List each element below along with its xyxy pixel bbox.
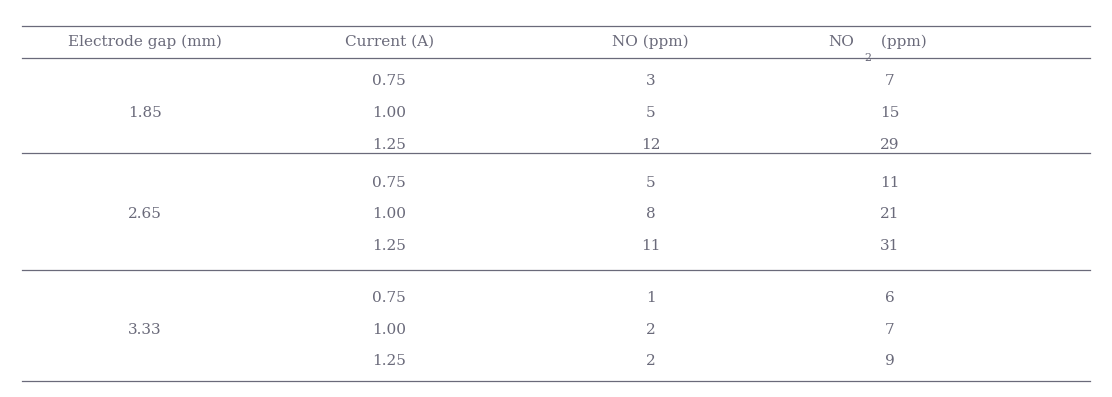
Text: NO: NO [828,35,854,49]
Text: 11: 11 [880,175,900,190]
Text: 21: 21 [880,207,900,222]
Text: 29: 29 [880,138,900,152]
Text: NO (ppm): NO (ppm) [613,35,688,49]
Text: Electrode gap (mm): Electrode gap (mm) [68,35,221,49]
Text: 1.25: 1.25 [373,239,406,253]
Text: 12: 12 [641,138,661,152]
Text: 1: 1 [646,291,655,305]
Text: 8: 8 [646,207,655,222]
Text: 1.85: 1.85 [128,106,161,120]
Text: 1.00: 1.00 [373,207,406,222]
Text: 31: 31 [880,239,900,253]
Text: 6: 6 [885,291,894,305]
Text: 5: 5 [646,175,655,190]
Text: 7: 7 [885,74,894,89]
Text: 2: 2 [646,322,655,337]
Text: 3: 3 [646,74,655,89]
Text: 5: 5 [646,106,655,120]
Text: 15: 15 [880,106,900,120]
Text: 0.75: 0.75 [373,175,406,190]
Text: 2: 2 [646,354,655,368]
Text: 3.33: 3.33 [128,322,161,337]
Text: 1.00: 1.00 [373,322,406,337]
Text: 1.25: 1.25 [373,138,406,152]
Text: Current (A): Current (A) [345,35,434,49]
Text: 1.25: 1.25 [373,354,406,368]
Text: 0.75: 0.75 [373,291,406,305]
Text: 2: 2 [864,52,871,63]
Text: 9: 9 [885,354,894,368]
Text: 0.75: 0.75 [373,74,406,89]
Text: 11: 11 [641,239,661,253]
Text: 7: 7 [885,322,894,337]
Text: (ppm): (ppm) [876,35,927,49]
Text: 1.00: 1.00 [373,106,406,120]
Text: 2.65: 2.65 [128,207,161,222]
